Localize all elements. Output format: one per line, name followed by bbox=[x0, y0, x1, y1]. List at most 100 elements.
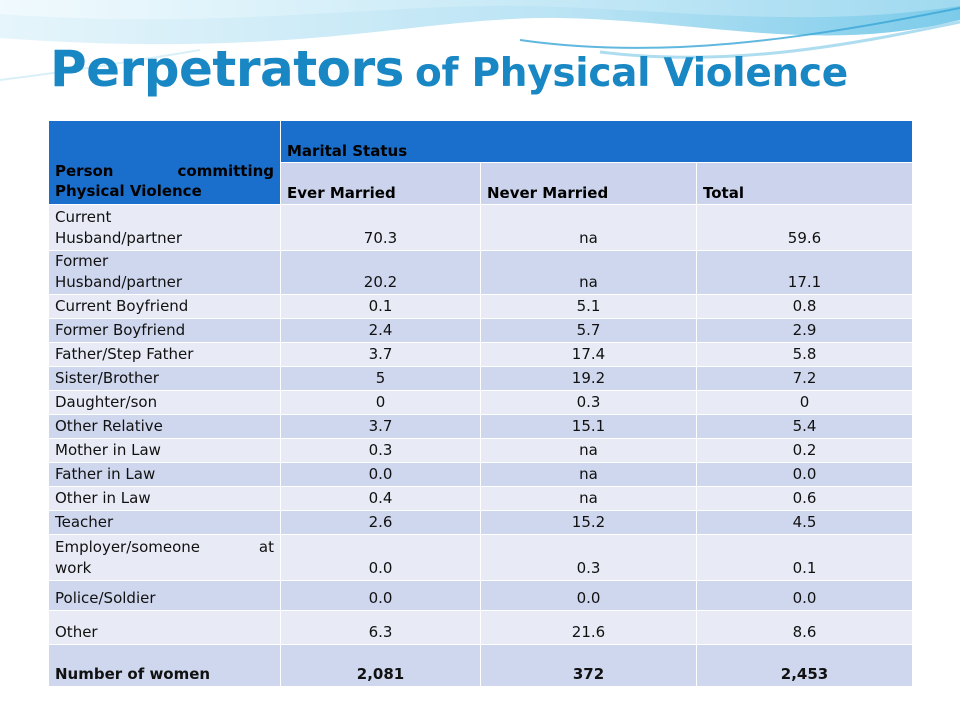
row-label-line: Current Boyfriend bbox=[55, 297, 189, 315]
table-row: Former Boyfriend 2.4 5.7 2.9 bbox=[48, 318, 913, 343]
cell-never-married: 5.7 bbox=[480, 318, 697, 343]
marital-status-header: Marital Status bbox=[280, 120, 913, 163]
table-row: Other 6.3 21.6 8.6 bbox=[48, 610, 913, 645]
table-row: Mother in Law 0.3 na 0.2 bbox=[48, 438, 913, 463]
cell-never-married: na bbox=[480, 204, 697, 251]
cell-ever-married: 0.0 bbox=[280, 462, 481, 487]
corner-header-word-2: committing bbox=[177, 162, 275, 180]
row-label: Mother in Law bbox=[48, 438, 281, 463]
cell-ever-married: 2.6 bbox=[280, 510, 481, 535]
cell-ever-married: 2,081 bbox=[280, 644, 481, 687]
cell-total: 2.9 bbox=[696, 318, 913, 343]
row-label: Teacher bbox=[48, 510, 281, 535]
row-label-line: Father in Law bbox=[55, 465, 156, 483]
row-label: Former Boyfriend bbox=[48, 318, 281, 343]
cell-total: 0.0 bbox=[696, 462, 913, 487]
cell-total: 7.2 bbox=[696, 366, 913, 391]
row-label-line: Husband/partner bbox=[55, 273, 183, 291]
cell-never-married: na bbox=[480, 462, 697, 487]
cell-total: 8.6 bbox=[696, 610, 913, 645]
row-label-line: Teacher bbox=[55, 513, 114, 531]
row-label-line: Police/Soldier bbox=[55, 589, 156, 607]
cell-total: 2,453 bbox=[696, 644, 913, 687]
cell-never-married: 372 bbox=[480, 644, 697, 687]
corner-header-line-2: Physical Violence bbox=[55, 182, 202, 200]
cell-total: 0.6 bbox=[696, 486, 913, 511]
cell-never-married: 19.2 bbox=[480, 366, 697, 391]
cell-total: 0.8 bbox=[696, 294, 913, 319]
row-label-line: Mother in Law bbox=[55, 441, 161, 459]
column-header-ever-married: Ever Married bbox=[280, 162, 481, 205]
row-label: Sister/Brother bbox=[48, 366, 281, 391]
row-label: Father/Step Father bbox=[48, 342, 281, 367]
row-label: Current Boyfriend bbox=[48, 294, 281, 319]
cell-total: 5.4 bbox=[696, 414, 913, 439]
column-header-never-married: Never Married bbox=[480, 162, 697, 205]
table-row: Number of women 2,081 372 2,453 bbox=[48, 644, 913, 687]
cell-ever-married: 0.0 bbox=[280, 580, 481, 611]
cell-never-married: na bbox=[480, 486, 697, 511]
row-label-line: Current bbox=[55, 208, 112, 226]
cell-ever-married: 0.1 bbox=[280, 294, 481, 319]
row-label: Other Relative bbox=[48, 414, 281, 439]
row-label-line: Other bbox=[55, 623, 98, 641]
perpetrators-table: Person committing Physical Violence Mari… bbox=[48, 120, 913, 687]
cell-never-married: 0.3 bbox=[480, 534, 697, 581]
row-label-line: Former Boyfriend bbox=[55, 321, 186, 339]
row-label-line: Former bbox=[55, 252, 109, 270]
cell-never-married: na bbox=[480, 250, 697, 295]
table-row: Current Husband/partner 70.3 na 59.6 bbox=[48, 204, 913, 251]
cell-total: 0.0 bbox=[696, 580, 913, 611]
cell-never-married: 0.0 bbox=[480, 580, 697, 611]
table-row: Daughter/son 0 0.3 0 bbox=[48, 390, 913, 415]
table-row: Father in Law 0.0 na 0.0 bbox=[48, 462, 913, 487]
corner-header-word-1: Person bbox=[55, 162, 114, 180]
title-rest: of Physical Violence bbox=[415, 51, 848, 96]
cell-total: 5.8 bbox=[696, 342, 913, 367]
table-row: Police/Soldier 0.0 0.0 0.0 bbox=[48, 580, 913, 611]
row-label-line: Father/Step Father bbox=[55, 345, 194, 363]
table-row: Employer/someone at work 0.0 0.3 0.1 bbox=[48, 534, 913, 581]
row-label-line: Other Relative bbox=[55, 417, 163, 435]
cell-ever-married: 3.7 bbox=[280, 342, 481, 367]
cell-total: 0.2 bbox=[696, 438, 913, 463]
row-label-line: Sister/Brother bbox=[55, 369, 159, 387]
row-label-line: Number of women bbox=[55, 665, 211, 683]
cell-ever-married: 3.7 bbox=[280, 414, 481, 439]
row-label: Other in Law bbox=[48, 486, 281, 511]
table-row: Father/Step Father 3.7 17.4 5.8 bbox=[48, 342, 913, 367]
row-label: Former Husband/partner bbox=[48, 250, 281, 295]
row-label: Father in Law bbox=[48, 462, 281, 487]
cell-never-married: na bbox=[480, 438, 697, 463]
cell-never-married: 17.4 bbox=[480, 342, 697, 367]
cell-never-married: 21.6 bbox=[480, 610, 697, 645]
row-label: Current Husband/partner bbox=[48, 204, 281, 251]
cell-never-married: 15.2 bbox=[480, 510, 697, 535]
row-label-line: Employer/someone at bbox=[55, 538, 274, 556]
cell-total: 0 bbox=[696, 390, 913, 415]
table-row: Current Boyfriend 0.1 5.1 0.8 bbox=[48, 294, 913, 319]
cell-total: 0.1 bbox=[696, 534, 913, 581]
table-row: Other in Law 0.4 na 0.6 bbox=[48, 486, 913, 511]
table-row: Other Relative 3.7 15.1 5.4 bbox=[48, 414, 913, 439]
cell-never-married: 5.1 bbox=[480, 294, 697, 319]
corner-header: Person committing Physical Violence bbox=[48, 120, 281, 205]
cell-ever-married: 5 bbox=[280, 366, 481, 391]
cell-ever-married: 6.3 bbox=[280, 610, 481, 645]
cell-ever-married: 20.2 bbox=[280, 250, 481, 295]
cell-ever-married: 0.0 bbox=[280, 534, 481, 581]
page-title: Perpetrators of Physical Violence bbox=[50, 40, 848, 98]
cell-total: 59.6 bbox=[696, 204, 913, 251]
cell-ever-married: 0 bbox=[280, 390, 481, 415]
row-label-line: Husband/partner bbox=[55, 229, 183, 247]
column-header-total: Total bbox=[696, 162, 913, 205]
row-label: Police/Soldier bbox=[48, 580, 281, 611]
table-row: Teacher 2.6 15.2 4.5 bbox=[48, 510, 913, 535]
title-main: Perpetrators bbox=[50, 40, 404, 98]
cell-total: 4.5 bbox=[696, 510, 913, 535]
row-label-line: Other in Law bbox=[55, 489, 151, 507]
table-row: Sister/Brother 5 19.2 7.2 bbox=[48, 366, 913, 391]
cell-ever-married: 0.3 bbox=[280, 438, 481, 463]
row-label-line: Daughter/son bbox=[55, 393, 158, 411]
row-label: Other bbox=[48, 610, 281, 645]
